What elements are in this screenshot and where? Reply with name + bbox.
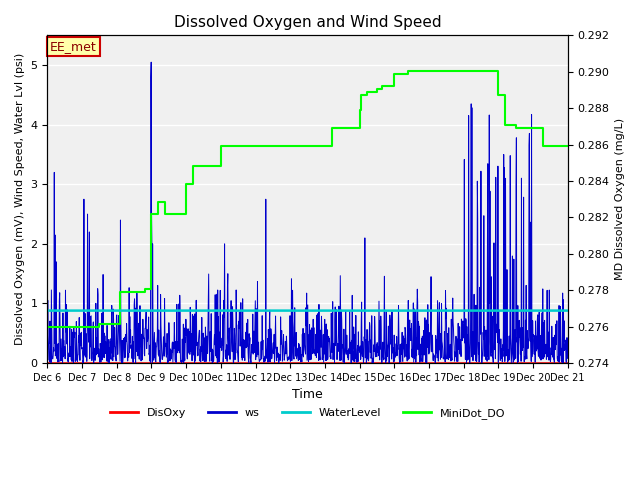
Y-axis label: Dissolved Oxygen (mV), Wind Speed, Water Lvl (psi): Dissolved Oxygen (mV), Wind Speed, Water… — [15, 53, 25, 345]
Title: Dissolved Oxygen and Wind Speed: Dissolved Oxygen and Wind Speed — [173, 15, 442, 30]
Text: EE_met: EE_met — [50, 40, 97, 53]
Legend: DisOxy, ws, WaterLevel, MiniDot_DO: DisOxy, ws, WaterLevel, MiniDot_DO — [106, 403, 510, 423]
Y-axis label: MD Dissolved Oxygen (mg/L): MD Dissolved Oxygen (mg/L) — [615, 118, 625, 280]
X-axis label: Time: Time — [292, 388, 323, 401]
